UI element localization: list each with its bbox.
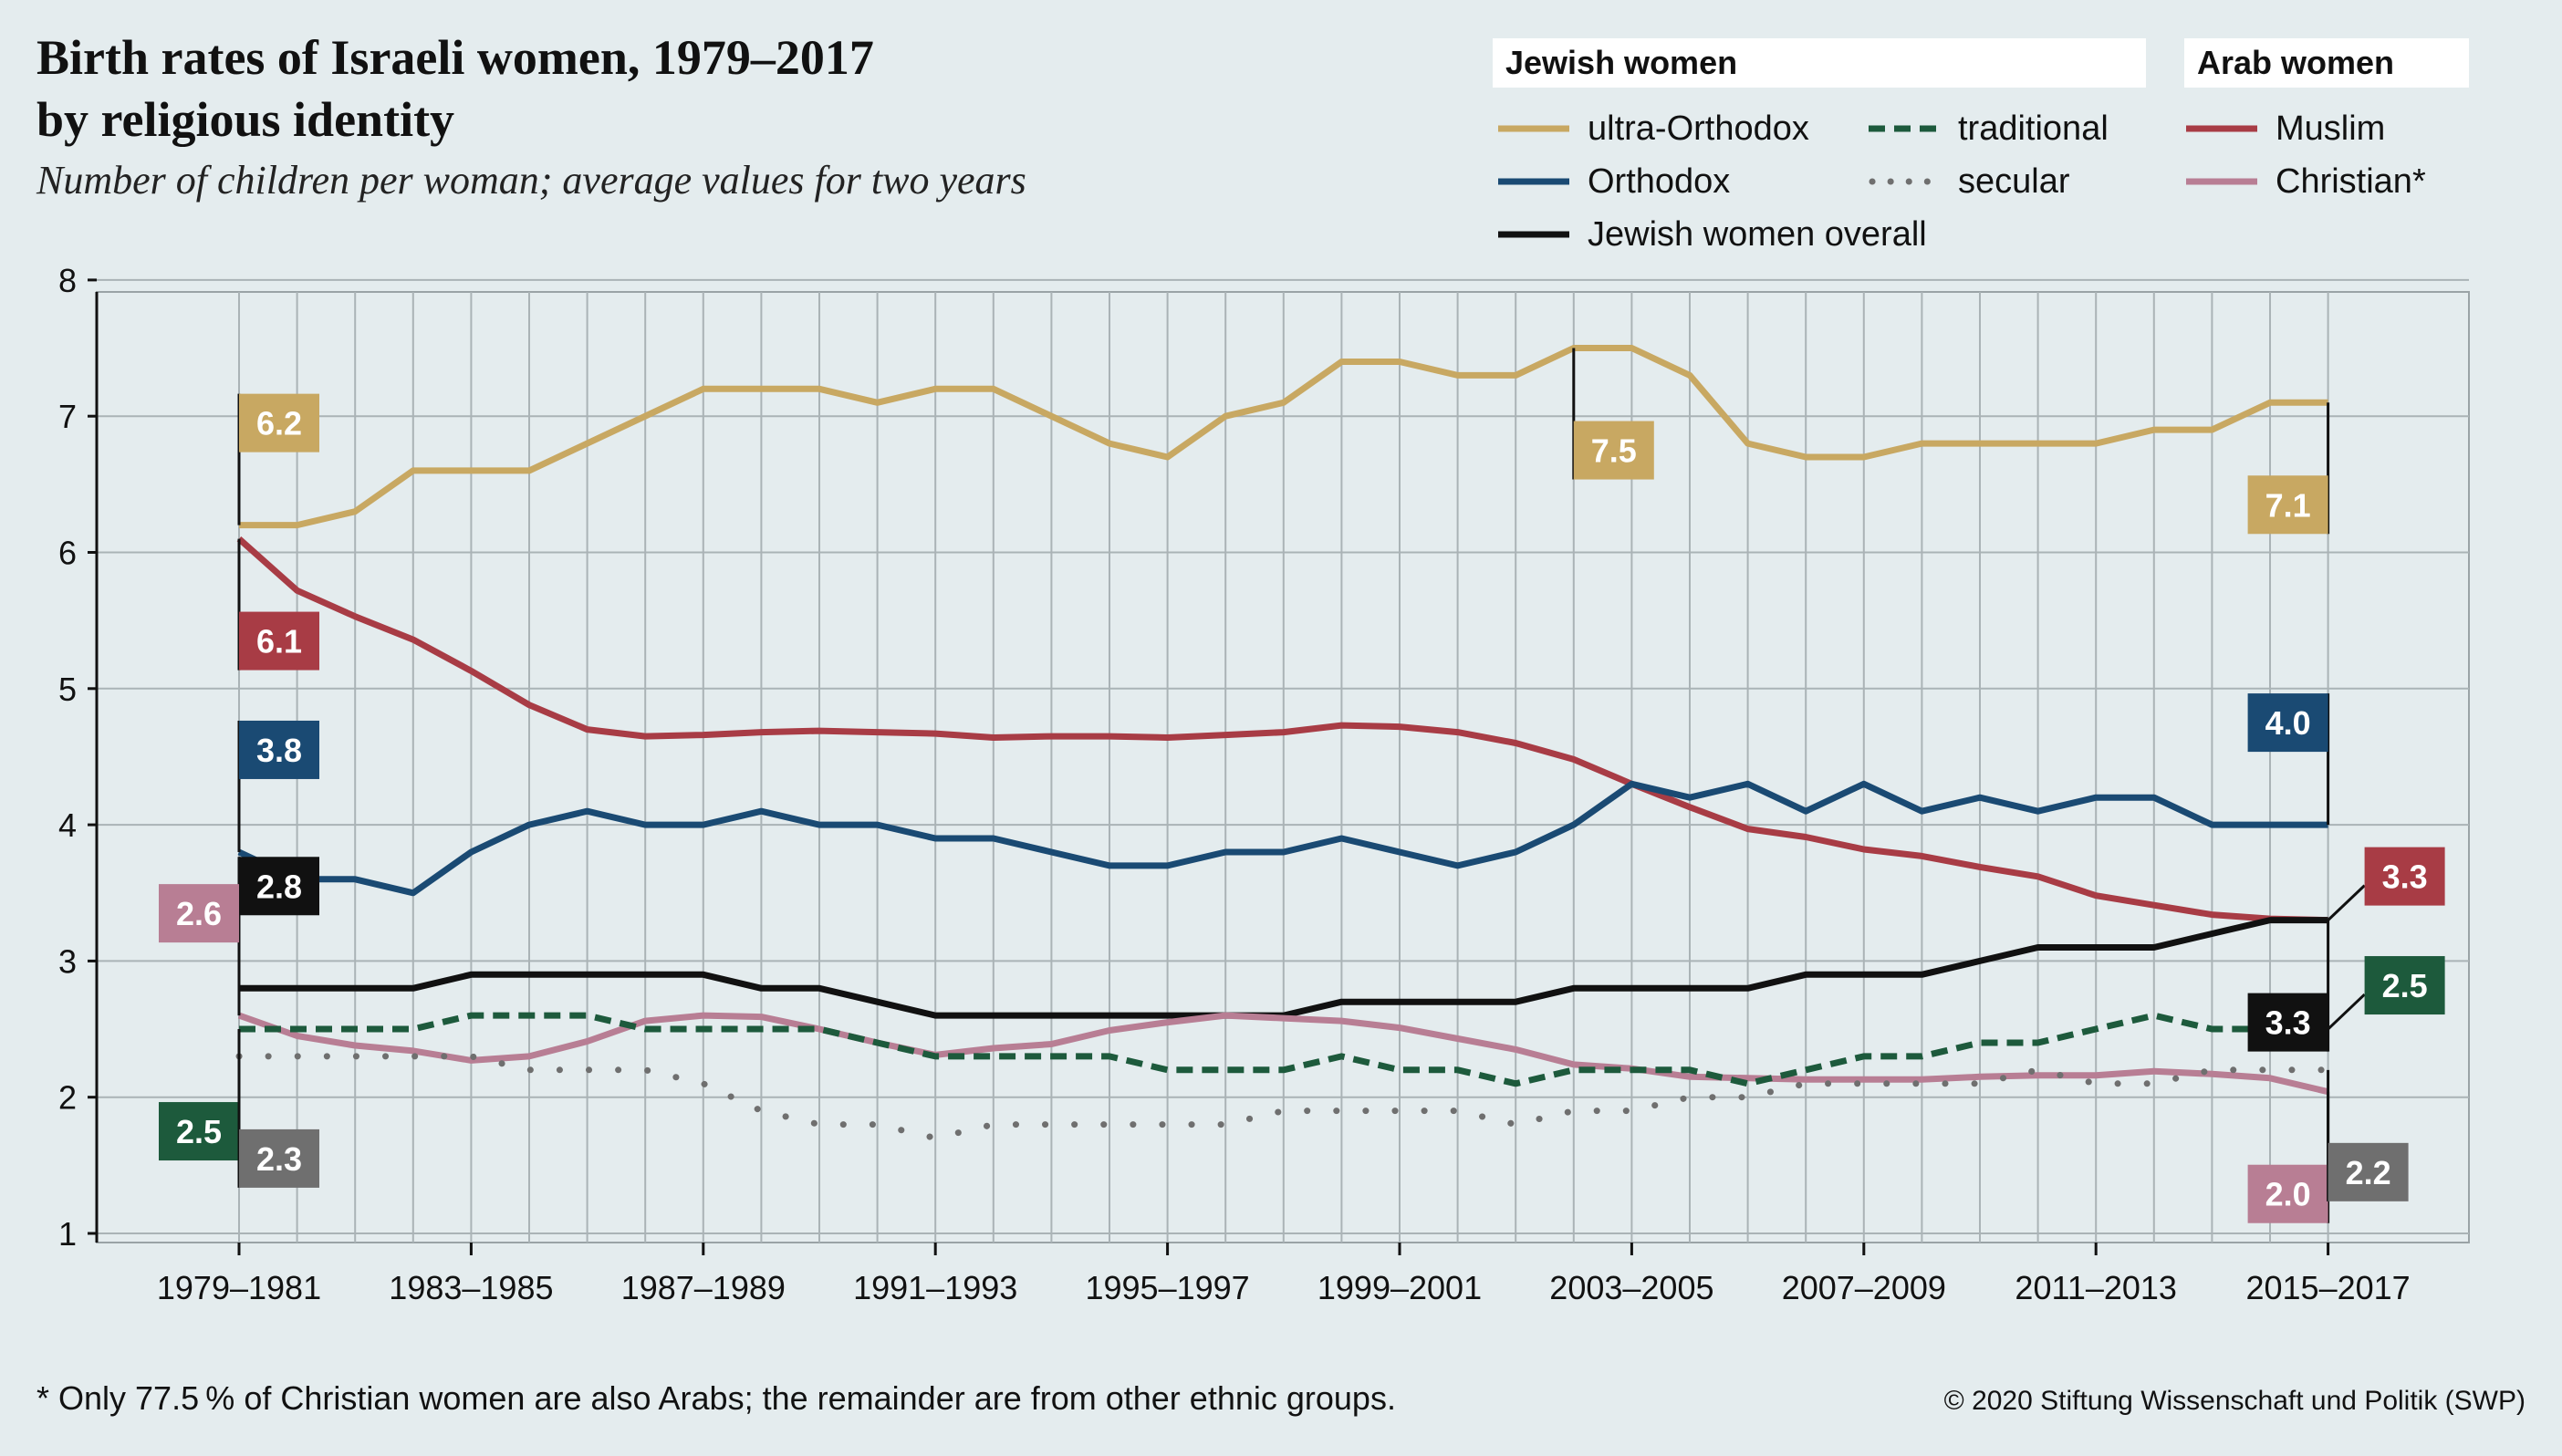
value-label-box [2364,956,2445,1015]
value-label-box [239,393,319,452]
y-tick-label: 5 [58,671,77,708]
x-tick-label: 1987–1989 [621,1269,786,1306]
value-label-box [1573,421,1654,480]
x-tick-label: 1983–1985 [389,1269,553,1306]
legend-label-traditional: traditional [1958,109,2109,148]
value-label-traditional: 2.5 [2382,967,2428,1004]
x-tick-label: 2015–2017 [2245,1269,2410,1306]
y-tick-label: 8 [58,262,77,299]
legend-label-christian: Christian* [2276,162,2426,201]
y-tick-label: 4 [58,806,77,844]
legend-item-secular: secular [1869,159,2161,204]
series-line-muslim [236,536,2328,924]
value-label-overall: 2.8 [256,868,302,905]
x-tick-label: 1991–1993 [853,1269,1017,1306]
value-label-overall: 3.3 [2265,1004,2311,1042]
legend-item-traditional: traditional [1869,106,2161,151]
value-label-muslim: 6.1 [256,623,302,660]
y-tick-label: 1 [58,1215,77,1253]
legend-label-muslim: Muslim [2276,109,2386,148]
legend-label-secular: secular [1958,162,2070,201]
axes: 1 2 3 4 5 6 7 8 1979–1981 1983–1985 1987–1989 1991–… [58,262,2411,1306]
y-tick-label: 7 [58,398,77,435]
series-line-orthodox [237,780,2328,897]
legend-item-overall: Jewish women overall [1498,212,1954,257]
legend-label-orthodox: Orthodox [1588,162,1731,201]
legend-swatch-ultra-orthodox [1498,125,1569,132]
value-label-traditional: 2.5 [176,1113,222,1150]
legend-heading-jewish: Jewish women [1493,38,2146,88]
value-label-box [2247,1164,2328,1223]
chart-title: Birth rates of Israeli women, 1979–2017 [36,30,874,85]
value-label-box [239,857,319,916]
grid [96,278,2470,1243]
legend-label-overall: Jewish women overall [1588,215,1927,254]
value-label-box [2247,693,2328,753]
legend-item-christian: Christian* [2186,159,2478,204]
series-lines [235,345,2332,1141]
x-tick-label: 1979–1981 [157,1269,321,1306]
chart-subtitle: by religious identity [36,92,455,147]
value-label-box [2328,1142,2409,1201]
chart-note: Number of children per woman; average va… [36,158,1026,203]
legend-heading-arab: Arab women [2184,38,2469,88]
series-line-christian [237,1012,2329,1096]
value-label-muslim: 3.3 [2382,858,2428,896]
legend-item-ultra-orthodox: ultra-Orthodox [1498,106,1881,151]
value-label-box [2247,993,2328,1052]
x-tick-label: 2003–2005 [1549,1269,1713,1306]
value-label-box [239,720,319,779]
value-label-christian: 2.0 [2265,1176,2311,1213]
y-tick-label: 3 [58,942,77,980]
value-label-orthodox: 3.8 [256,732,302,769]
x-tick-label: 2011–2013 [2015,1269,2177,1306]
value-label-christian: 2.6 [176,895,222,932]
footnote: * Only 77.5 % of Christian women are als… [36,1379,1396,1417]
callout-line [2327,993,2366,1031]
copyright: © 2020 Stiftung Wissenschaft und Politik… [1943,1386,2526,1416]
x-tick-label: 2007–2009 [1782,1269,1946,1306]
series-line-secular [235,1053,2332,1141]
value-label-box [2364,847,2445,906]
legend-item-muslim: Muslim [2186,106,2478,151]
legend-swatch-overall [1498,231,1569,238]
value-label-secular: 2.2 [2346,1154,2391,1191]
y-tick-label: 6 [58,535,77,572]
value-label-box [159,884,239,943]
legend-item-orthodox: Orthodox [1498,159,1881,204]
y-tick-label: 2 [58,1079,77,1117]
x-tick-label: 1995–1997 [1085,1269,1249,1306]
value-label-orthodox: 4.0 [2265,704,2311,742]
legend-swatch-orthodox [1498,178,1569,185]
value-label-ultra: 7.5 [1591,432,1637,470]
value-label-secular: 2.3 [256,1140,302,1178]
series-line-traditional [239,1012,2328,1087]
series-line-ultra [239,345,2328,529]
value-label-box [159,1102,239,1161]
value-label-ultra: 7.1 [2265,486,2311,524]
value-label-ultra: 6.2 [256,405,302,442]
legend-swatch-traditional [1869,125,1940,132]
legend-swatch-muslim [2186,125,2257,132]
value-labels: 6.2 7.5 7.1 6.1 3.3 3.8 4.0 2.8 3.3 2.6 2.0 2.5 2.5 2… [159,348,2445,1223]
value-label-box [239,611,319,671]
value-label-box [2247,475,2328,535]
x-tick-label: 1999–2001 [1317,1269,1482,1306]
callout-line [2327,884,2366,921]
legend-swatch-secular [1869,178,1943,185]
legend-swatch-christian [2186,178,2257,185]
legend-label-ultra-orthodox: ultra-Orthodox [1588,109,1809,148]
value-label-box [239,1128,319,1188]
